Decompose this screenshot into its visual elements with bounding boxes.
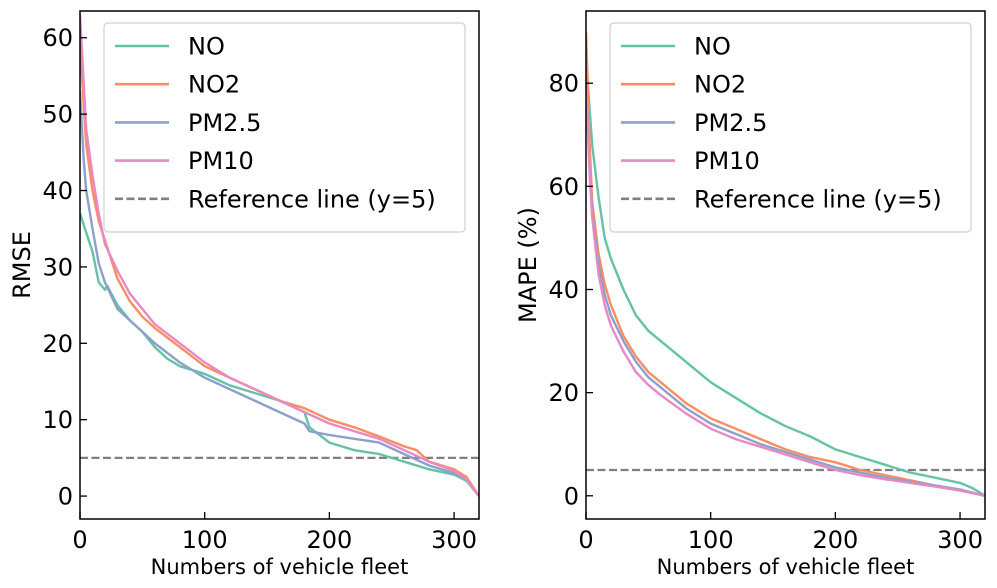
- legend-box: [103, 22, 466, 233]
- legend-label: NO: [694, 33, 731, 61]
- legend-box: [609, 22, 972, 233]
- y-axis-label: MAPE (%): [514, 207, 542, 323]
- y-tick-label: 50: [42, 101, 73, 129]
- y-tick-label: 40: [42, 177, 73, 205]
- series-line-pm10: [80, 14, 479, 497]
- y-tick-label: 30: [42, 253, 73, 281]
- x-tick-label: 0: [72, 526, 87, 554]
- mape-panel: 0 100 200 300 0 20 40 60 80 Numbers of vehicle fl…: [514, 10, 986, 579]
- series-line-no2: [586, 31, 985, 497]
- legend-label: Reference line (y=5): [694, 185, 942, 213]
- x-tick-label: 100: [182, 526, 228, 554]
- x-tick-label: 100: [688, 526, 734, 554]
- x-axis-label: Numbers of vehicle fleet: [151, 555, 409, 579]
- x-tick-label: 200: [306, 526, 352, 554]
- series-line-no: [586, 57, 985, 497]
- legend-label: NO2: [188, 71, 240, 99]
- legend-label: NO: [188, 33, 225, 61]
- legend-label: PM2.5: [188, 109, 261, 137]
- y-axis-label: RMSE: [8, 231, 36, 299]
- legend-label: NO2: [694, 71, 746, 99]
- y-tick-label: 60: [548, 173, 579, 201]
- series-line-pm25: [80, 91, 479, 497]
- series-line-pm25: [586, 83, 985, 497]
- y-tick-label: 60: [42, 24, 73, 52]
- legend-label: PM10: [188, 147, 254, 175]
- x-tick-label: 0: [578, 526, 593, 554]
- y-tick-label: 10: [42, 406, 73, 434]
- x-tick-label: 300: [937, 526, 983, 554]
- y-tick-label: 0: [564, 482, 579, 510]
- x-tick-label: 200: [812, 526, 858, 554]
- axes-frame: [79, 10, 480, 520]
- x-tick-label: 300: [431, 526, 477, 554]
- plot-area: [586, 31, 985, 497]
- legend-label: Reference line (y=5): [188, 185, 436, 213]
- y-tick-label: 20: [42, 330, 73, 358]
- legend-label: PM2.5: [694, 109, 767, 137]
- legend: NO NO2 PM2.5 PM10 Reference line (y=5): [609, 22, 972, 233]
- y-tick-label: 20: [548, 379, 579, 407]
- y-tick-label: 0: [58, 483, 73, 511]
- y-tick-label: 40: [548, 276, 579, 304]
- plot-area: [80, 14, 479, 497]
- y-tick-label: 80: [548, 70, 579, 98]
- x-axis-label: Numbers of vehicle fleet: [657, 555, 915, 579]
- axes-frame: [585, 10, 986, 520]
- legend-label: PM10: [694, 147, 760, 175]
- legend: NO NO2 PM2.5 PM10 Reference line (y=5): [103, 22, 466, 233]
- rmse-panel: 0 100 200 300 0 10 20 30 40 50 60 Numbers of vehicl…: [8, 10, 480, 579]
- series-line-no: [80, 213, 479, 497]
- series-line-pm10: [586, 83, 985, 497]
